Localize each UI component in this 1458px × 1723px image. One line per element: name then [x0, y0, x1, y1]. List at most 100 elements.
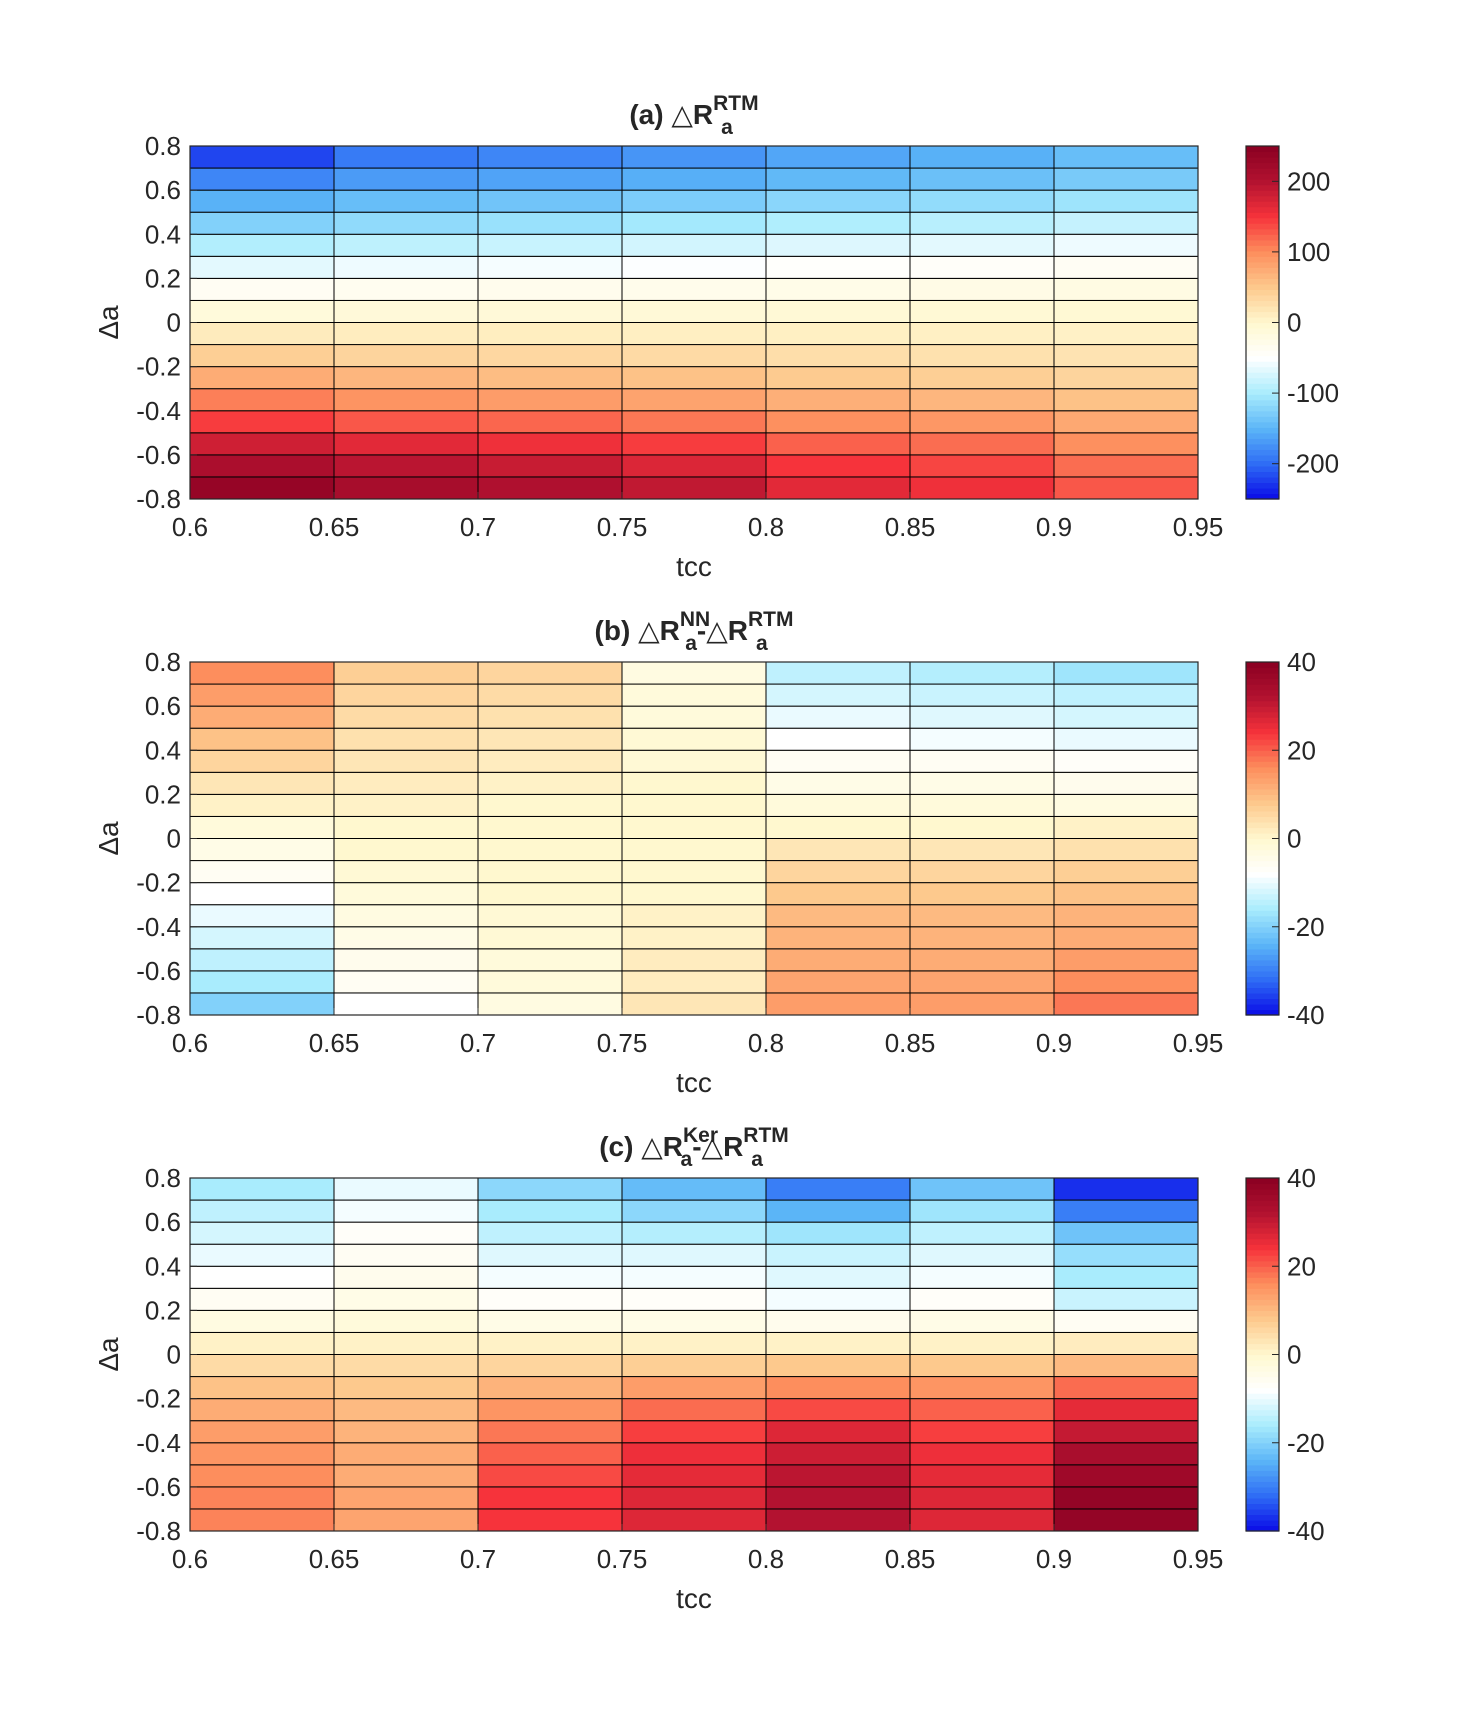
heatmap-cell — [477, 749, 623, 773]
colorbar-segment — [1246, 899, 1279, 906]
heatmap-cell — [909, 1442, 1055, 1466]
colorbar-segment — [1246, 372, 1279, 379]
colorbar-segment — [1246, 1227, 1279, 1234]
colorbar-segment — [1246, 1178, 1279, 1185]
heatmap-cell — [333, 476, 479, 500]
heatmap-cell — [621, 1442, 767, 1466]
heatmap-cell — [333, 1287, 479, 1311]
colorbar-segment — [1246, 926, 1279, 933]
heatmap-cell — [765, 904, 911, 928]
heatmap-cell — [477, 1464, 623, 1488]
heatmap-cell — [1053, 189, 1199, 213]
colorbar-segment — [1246, 706, 1279, 713]
colorbar-segment — [1246, 256, 1279, 263]
colorbar-segment — [1246, 1376, 1279, 1383]
colorbar-segment — [1246, 416, 1279, 423]
heatmap-cell — [621, 322, 767, 346]
y-tick-label: 0.2 — [145, 1295, 181, 1325]
colorbar-segment — [1246, 1453, 1279, 1460]
heatmap-cell — [189, 476, 335, 500]
heatmap-cell — [621, 882, 767, 906]
heatmap-cell — [909, 1177, 1055, 1201]
colorbar-segment — [1246, 261, 1279, 268]
heatmap-cell — [909, 1243, 1055, 1267]
heatmap-cell — [333, 211, 479, 235]
colorbar-segment — [1246, 195, 1279, 202]
heatmap-cell — [333, 992, 479, 1016]
title-prefix: (c) — [599, 1131, 641, 1162]
colorbar-segment — [1246, 239, 1279, 246]
heatmap-cell — [765, 322, 911, 346]
y-tick-label: -0.6 — [136, 1472, 181, 1502]
heatmap-cell — [1053, 299, 1199, 323]
colorbar-segment — [1246, 361, 1279, 368]
colorbar-segment — [1246, 157, 1279, 164]
heatmap-cell — [765, 771, 911, 795]
y-tick-label: 0.6 — [145, 691, 181, 721]
colorbar-segment — [1246, 366, 1279, 373]
heatmap-cell — [333, 344, 479, 368]
title-superscript: Ker — [683, 1124, 718, 1147]
heatmap-cell — [621, 1199, 767, 1223]
colorbar-segment — [1246, 394, 1279, 401]
heatmap-cell — [333, 233, 479, 257]
heatmap-cell — [477, 344, 623, 368]
heatmap-cell — [909, 388, 1055, 412]
colorbar-segment — [1246, 678, 1279, 685]
colorbar-segment — [1246, 717, 1279, 724]
x-tick-label: 0.75 — [597, 1544, 648, 1574]
colorbar-segment — [1246, 722, 1279, 729]
heatmap-cell — [1053, 661, 1199, 685]
x-tick-label: 0.8 — [748, 512, 784, 542]
colorbar-segment — [1246, 783, 1279, 790]
heatmap-cell — [765, 727, 911, 751]
heatmap-cell — [333, 970, 479, 994]
heatmap-cell — [333, 145, 479, 169]
x-tick-label: 0.95 — [1173, 1544, 1224, 1574]
heatmap-cell — [477, 882, 623, 906]
x-tick-label: 0.65 — [309, 512, 360, 542]
y-tick-label: 0.2 — [145, 779, 181, 809]
heatmap-cell — [909, 683, 1055, 707]
colorbar-segment — [1246, 421, 1279, 428]
heatmap-cell — [1053, 683, 1199, 707]
heatmap-cell — [1053, 970, 1199, 994]
heatmap-cells — [189, 661, 1199, 1016]
colorbar-segment — [1246, 1194, 1279, 1201]
colorbar-tick-label: 40 — [1287, 1163, 1316, 1193]
heatmap-cell — [909, 749, 1055, 773]
heatmap-cell — [333, 705, 479, 729]
colorbar-segment — [1246, 1519, 1279, 1527]
colorbar-segment — [1246, 855, 1279, 862]
colorbar-segment — [1246, 1431, 1279, 1438]
heatmap-cell — [477, 1486, 623, 1510]
colorbar-segment — [1246, 223, 1279, 230]
heatmap-cell — [477, 410, 623, 434]
y-tick-label: -0.6 — [136, 956, 181, 986]
heatmap-cell — [333, 683, 479, 707]
heatmap-cell — [189, 1331, 335, 1355]
colorbar-segment — [1246, 388, 1279, 395]
heatmap-cell — [477, 815, 623, 839]
colorbar-segment — [1246, 1426, 1279, 1433]
heatmap-cell — [621, 277, 767, 301]
colorbar-segment — [1246, 744, 1279, 751]
heatmap-cell — [1053, 771, 1199, 795]
title-operator: △ — [641, 1131, 663, 1162]
y-tick-label: 0.8 — [145, 1163, 181, 1193]
colorbar-segment — [1246, 162, 1279, 169]
heatmap-cell — [765, 454, 911, 478]
heatmap-cell — [909, 948, 1055, 972]
colorbar-segment — [1246, 487, 1279, 495]
colorbar: -200 -100 0 100 200 — [1245, 145, 1339, 500]
heatmap-cell — [1053, 948, 1199, 972]
colorbar-segment — [1246, 190, 1279, 197]
title-superscript: RTM — [743, 1124, 789, 1147]
heatmap-cell — [621, 366, 767, 390]
heatmap-cell — [189, 1508, 335, 1532]
x-tick-label: 0.8 — [748, 1544, 784, 1574]
heatmap-cell — [765, 233, 911, 257]
y-axis-label: Δa — [93, 1337, 124, 1372]
colorbar-segment — [1246, 1371, 1279, 1378]
heatmap-cell — [621, 1464, 767, 1488]
